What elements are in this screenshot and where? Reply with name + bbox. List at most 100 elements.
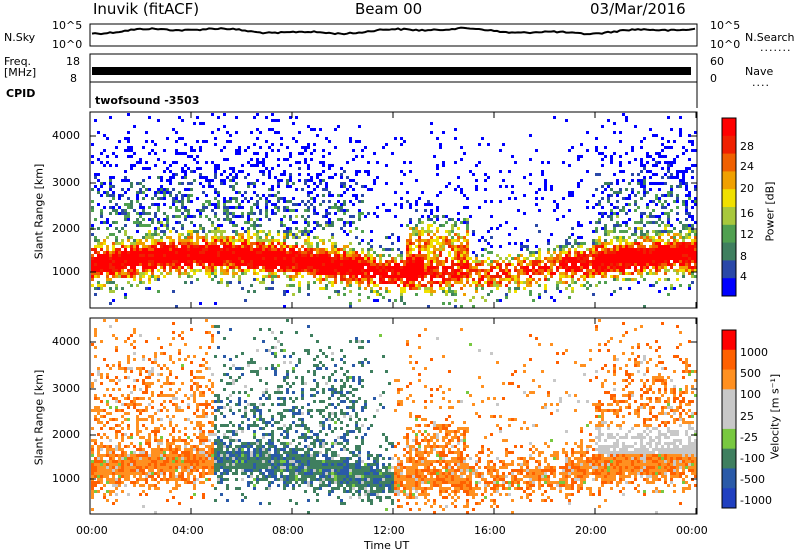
- power-cell: [277, 251, 280, 254]
- power-cell: [613, 227, 616, 230]
- velocity-cell: [169, 373, 172, 376]
- power-cell: [442, 269, 445, 272]
- power-cell: [289, 278, 292, 281]
- power-cell: [409, 251, 412, 254]
- power-cell: [127, 149, 130, 152]
- velocity-cell: [94, 355, 97, 358]
- power-cell: [166, 263, 169, 266]
- power-cell: [205, 257, 208, 260]
- velocity-cell: [91, 439, 94, 442]
- power-cell: [688, 242, 691, 245]
- power-cell: [496, 227, 499, 230]
- power-cell: [337, 200, 340, 203]
- power-cell: [232, 254, 235, 257]
- power-cell: [319, 203, 322, 206]
- power-cell: [616, 278, 619, 281]
- power-cell: [376, 272, 379, 275]
- power-cell: [310, 248, 313, 251]
- power-cell: [535, 203, 538, 206]
- power-cell: [175, 248, 178, 251]
- power-cell: [133, 164, 136, 167]
- velocity-cell: [130, 442, 133, 445]
- power-cell: [565, 251, 568, 254]
- power-cell: [652, 221, 655, 224]
- velocity-cell: [181, 451, 184, 454]
- power-cell: [280, 248, 283, 251]
- power-cell: [325, 272, 328, 275]
- power-cell: [106, 227, 109, 230]
- power-cell: [427, 248, 430, 251]
- power-cell: [310, 251, 313, 254]
- power-cell: [484, 188, 487, 191]
- power-cell: [544, 275, 547, 278]
- power-cell: [670, 263, 673, 266]
- velocity-cell: [145, 427, 148, 430]
- velocity-cell: [166, 367, 169, 370]
- power-cell: [544, 287, 547, 290]
- power-cell: [529, 182, 532, 185]
- power-cell: [238, 152, 241, 155]
- power-cell: [652, 257, 655, 260]
- power-cell: [388, 248, 391, 251]
- power-cell: [262, 161, 265, 164]
- velocity-cell: [109, 457, 112, 460]
- power-cell: [208, 266, 211, 269]
- power-cell: [211, 269, 214, 272]
- velocity-cell: [106, 436, 109, 439]
- power-cell: [313, 269, 316, 272]
- power-cell: [172, 203, 175, 206]
- velocity-cell: [178, 466, 181, 469]
- velocity-cell: [208, 454, 211, 457]
- power-cell: [628, 263, 631, 266]
- velocity-cell: [112, 364, 115, 367]
- power-cell: [163, 263, 166, 266]
- power-cell: [181, 194, 184, 197]
- power-cell: [220, 251, 223, 254]
- power-cell: [100, 182, 103, 185]
- power-cell: [361, 260, 364, 263]
- power-cell: [190, 194, 193, 197]
- power-cell: [310, 176, 313, 179]
- power-cell: [238, 251, 241, 254]
- power-cell: [436, 272, 439, 275]
- power-cell: [199, 236, 202, 239]
- power-cell: [349, 257, 352, 260]
- power-cell: [325, 212, 328, 215]
- power-cell: [211, 161, 214, 164]
- power-cell: [286, 263, 289, 266]
- power-cell: [169, 269, 172, 272]
- power-cell: [658, 245, 661, 248]
- power-cell: [196, 239, 199, 242]
- power-cell: [676, 269, 679, 272]
- power-cell: [235, 173, 238, 176]
- velocity-cell: [160, 373, 163, 376]
- power-cell: [676, 239, 679, 242]
- power-cell: [412, 260, 415, 263]
- power-cell: [217, 251, 220, 254]
- power-cell: [151, 263, 154, 266]
- power-cell: [409, 254, 412, 257]
- power-cell: [298, 248, 301, 251]
- velocity-cell: [109, 367, 112, 370]
- power-cell: [379, 281, 382, 284]
- power-cell: [148, 152, 151, 155]
- power-cell: [694, 242, 697, 245]
- power-cell: [412, 227, 415, 230]
- power-cell: [442, 266, 445, 269]
- power-cell: [433, 290, 436, 293]
- velocity-cell: [133, 346, 136, 349]
- power-cell: [364, 287, 367, 290]
- power-cell: [550, 263, 553, 266]
- power-cell: [226, 263, 229, 266]
- power-cell: [400, 296, 403, 299]
- velocity-cell: [118, 469, 121, 472]
- power-cell: [343, 200, 346, 203]
- power-cell: [658, 239, 661, 242]
- power-cell: [91, 275, 94, 278]
- velocity-cell: [127, 355, 130, 358]
- power-cell: [319, 179, 322, 182]
- velocity-cell: [109, 445, 112, 448]
- power-cell: [328, 269, 331, 272]
- power-cell: [295, 161, 298, 164]
- velocity-cell: [193, 355, 196, 358]
